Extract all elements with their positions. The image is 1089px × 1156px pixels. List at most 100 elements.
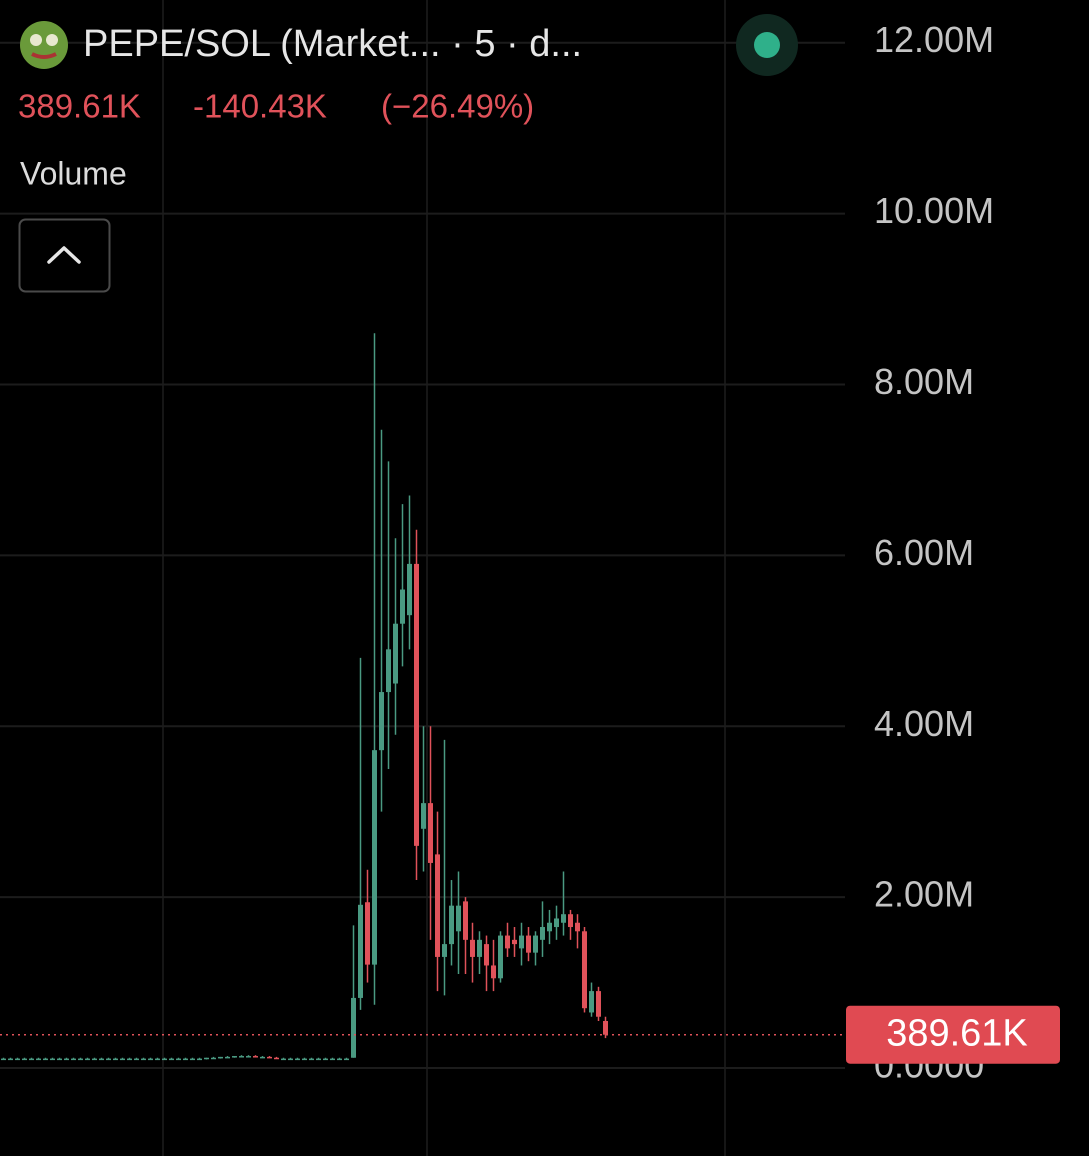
candle-body [57,1058,62,1061]
candle-body [183,1058,188,1061]
candle-body [463,901,468,940]
candle-body [330,1058,335,1061]
candle-body [512,939,517,945]
price-change: -140.43K [193,88,327,125]
candle-body [176,1058,181,1061]
candle-body [85,1058,90,1061]
y-axis: 0.00002.00M4.00M6.00M8.00M10.00M12.00M38… [846,19,1060,1086]
candle-body [414,563,419,846]
candle-body [8,1058,13,1061]
symbol-title[interactable]: PEPE/SOL (Market... · 5 · d... [83,23,582,65]
y-tick-label: 8.00M [874,361,974,402]
candle-body [36,1058,41,1061]
candle-body [379,692,384,751]
candle-body [428,803,433,863]
candle-body [15,1058,20,1061]
candle-body [323,1058,328,1061]
candle-body [554,918,559,928]
candle-body [281,1058,286,1061]
candle-body [218,1056,223,1059]
candle-body [561,914,566,923]
y-tick-label: 6.00M [874,532,974,573]
candle-body [141,1058,146,1061]
candle-body [365,902,370,965]
indicator-label[interactable]: Volume [20,155,127,191]
candle-body [295,1058,300,1061]
candle-body [267,1056,272,1059]
candle-body [43,1058,48,1061]
candle-body [50,1058,55,1061]
candle-body [547,922,552,932]
candle-body [421,803,426,829]
candle-body [470,939,475,957]
candle-body [309,1058,314,1061]
y-tick-label: 10.00M [874,190,994,231]
y-tick-label: 12.00M [874,19,994,60]
candle-body [190,1058,195,1061]
candle-body [127,1058,132,1061]
candle-body [246,1056,251,1058]
grid [0,41,845,1069]
candle-body [232,1056,237,1058]
candle-body [568,914,573,928]
candle-body [134,1058,139,1061]
candle-body [596,991,601,1017]
candle-body [484,944,489,966]
candle-body [533,935,538,953]
candle-body [337,1058,342,1061]
candle-body [120,1058,125,1061]
candle-body [526,935,531,953]
candle-body [400,589,405,624]
chevron-icon [47,246,81,264]
candle-body [505,935,510,949]
candle-body [155,1058,160,1061]
candle-body [148,1058,153,1061]
last-price-tag [846,1005,1060,1064]
candle-body [302,1058,307,1061]
candle-body [589,991,594,1013]
candle-body [575,922,580,932]
candle-body [351,997,356,1058]
candle-body [22,1058,27,1061]
candle-body [113,1058,118,1061]
candle-body [477,939,482,957]
candle-body [204,1057,209,1060]
candle-body [386,649,391,693]
candle-body [78,1058,83,1061]
candle-body [358,904,363,998]
collapse-button[interactable] [18,218,111,293]
candle-body [253,1056,258,1058]
last-price-tag-label: 389.61K [886,1013,1028,1055]
last-price: 389.61K [18,88,141,125]
price-change-pct: (−26.49%) [381,88,534,125]
candle-body [288,1058,293,1061]
candle-body [260,1056,265,1059]
candle-body [456,905,461,932]
token-avatar [20,21,68,69]
token-avatar-mouth [31,52,57,59]
candle-body [197,1058,202,1061]
token-avatar-eye [30,34,42,46]
candle-body [449,905,454,945]
candle-body [372,750,377,965]
y-tick-label: 4.00M [874,703,974,744]
candle-body [316,1058,321,1061]
token-avatar-eye [46,34,58,46]
candle-body [64,1058,69,1061]
candle-body [92,1058,97,1061]
candle-body [162,1058,167,1061]
candle-body [225,1056,230,1059]
candle-body [29,1058,34,1061]
status-dot [754,32,780,58]
candle-body [498,935,503,979]
candle-body [274,1057,279,1060]
candle-body [393,623,398,684]
candle-body [344,1058,349,1061]
candle-body [211,1057,216,1060]
candle-body [435,854,440,957]
y-tick-label: 2.00M [874,874,974,915]
candle-body [540,927,545,940]
candle-body [71,1058,76,1061]
candle-body [239,1056,244,1058]
